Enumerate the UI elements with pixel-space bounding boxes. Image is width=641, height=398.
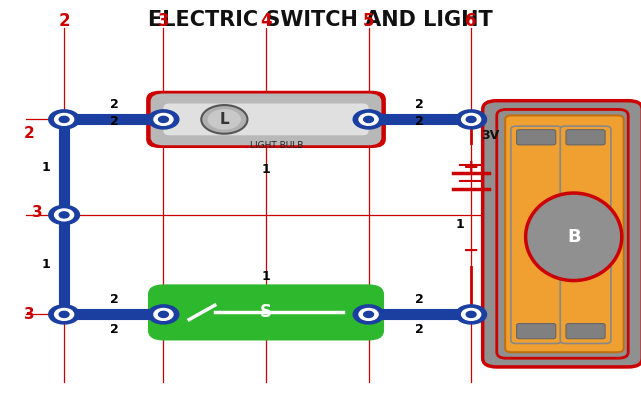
Circle shape [462, 113, 481, 125]
Text: L: L [219, 112, 229, 127]
Circle shape [49, 205, 79, 224]
FancyBboxPatch shape [146, 91, 386, 148]
FancyBboxPatch shape [149, 286, 383, 339]
Circle shape [49, 305, 79, 324]
Circle shape [49, 110, 79, 129]
Text: 1: 1 [262, 270, 271, 283]
FancyBboxPatch shape [483, 101, 641, 367]
Circle shape [359, 113, 378, 125]
Circle shape [201, 105, 247, 134]
Text: 3: 3 [158, 12, 169, 30]
FancyBboxPatch shape [497, 109, 628, 358]
Text: 2: 2 [110, 115, 119, 128]
Circle shape [54, 113, 74, 125]
Circle shape [59, 311, 69, 318]
Text: 2: 2 [110, 293, 119, 306]
Text: 1: 1 [262, 163, 271, 176]
Circle shape [158, 116, 169, 123]
Text: 3: 3 [24, 307, 34, 322]
Text: 3: 3 [32, 205, 42, 220]
Circle shape [456, 110, 487, 129]
Circle shape [353, 110, 384, 129]
Circle shape [54, 308, 74, 320]
Text: 2: 2 [58, 12, 70, 30]
FancyBboxPatch shape [560, 126, 611, 343]
Circle shape [466, 116, 476, 123]
Text: 1: 1 [455, 219, 464, 231]
Circle shape [154, 113, 173, 125]
Text: 2: 2 [415, 293, 424, 306]
FancyBboxPatch shape [517, 324, 556, 339]
Text: 2: 2 [110, 323, 119, 336]
Text: 1: 1 [42, 161, 51, 174]
Circle shape [59, 116, 69, 123]
Text: LIGHT BULB: LIGHT BULB [249, 141, 303, 150]
Text: B: B [567, 228, 581, 246]
Text: +: + [463, 158, 479, 177]
Circle shape [363, 311, 374, 318]
Circle shape [456, 305, 487, 324]
Circle shape [466, 311, 476, 318]
Text: 2: 2 [415, 98, 424, 111]
Text: 4: 4 [260, 12, 272, 30]
FancyBboxPatch shape [163, 103, 369, 135]
FancyBboxPatch shape [566, 130, 605, 145]
Text: 3V: 3V [481, 129, 499, 142]
Text: 2: 2 [24, 126, 34, 141]
Text: S: S [260, 303, 272, 322]
FancyBboxPatch shape [151, 94, 381, 145]
Circle shape [148, 305, 179, 324]
Text: 2: 2 [415, 323, 424, 336]
Circle shape [54, 209, 74, 221]
FancyBboxPatch shape [517, 130, 556, 145]
Ellipse shape [526, 193, 622, 281]
Circle shape [154, 308, 173, 320]
FancyBboxPatch shape [566, 324, 605, 339]
Text: ELECTRIC SWITCH AND LIGHT: ELECTRIC SWITCH AND LIGHT [148, 10, 493, 30]
Text: −: − [463, 241, 479, 260]
Text: 5: 5 [363, 12, 374, 30]
Circle shape [59, 212, 69, 218]
Text: 6: 6 [465, 12, 477, 30]
Text: 2: 2 [110, 98, 119, 111]
Circle shape [208, 109, 241, 130]
Circle shape [363, 116, 374, 123]
Circle shape [148, 110, 179, 129]
Circle shape [158, 311, 169, 318]
Circle shape [359, 308, 378, 320]
Circle shape [353, 305, 384, 324]
Circle shape [462, 308, 481, 320]
Text: 1: 1 [42, 258, 51, 271]
FancyBboxPatch shape [505, 115, 624, 352]
Text: 2: 2 [415, 115, 424, 128]
FancyBboxPatch shape [511, 126, 562, 343]
